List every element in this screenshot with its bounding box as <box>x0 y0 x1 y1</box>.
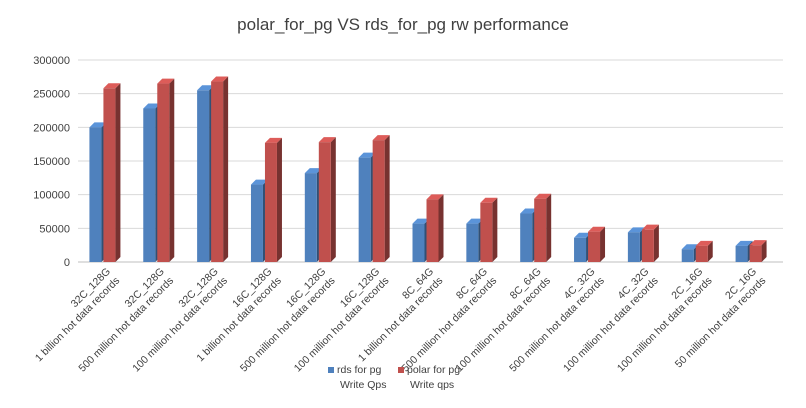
bar-front <box>426 199 439 262</box>
bar-front <box>627 232 640 262</box>
bar-top <box>197 85 215 91</box>
bar <box>372 135 390 262</box>
bar-side <box>223 76 229 263</box>
bar-front <box>250 184 263 262</box>
bar-top <box>641 224 659 230</box>
bar-side <box>276 137 282 262</box>
legend-swatch <box>398 367 404 373</box>
legend-label: Write qps <box>410 379 454 391</box>
legend-label: rds for pg <box>337 364 382 376</box>
bar <box>157 78 175 262</box>
bar <box>641 224 659 262</box>
bar-top <box>304 168 322 174</box>
legend-item: polar for pg Write qps <box>398 364 460 391</box>
legend-swatch <box>328 367 334 373</box>
bar-top <box>588 226 606 232</box>
y-tick-label: 0 <box>64 257 70 269</box>
bar-front <box>318 142 331 262</box>
legend-label: Write Qps <box>340 379 386 391</box>
y-tick-label: 250000 <box>33 89 70 101</box>
bar-top <box>412 218 430 224</box>
bar-front <box>143 108 156 262</box>
bar <box>211 76 229 263</box>
legend-label: polar for pg <box>407 364 460 376</box>
bar-front <box>534 198 547 262</box>
bar <box>103 83 121 262</box>
bar-side <box>169 78 175 262</box>
bar-top <box>250 179 268 185</box>
y-tick-label: 100000 <box>33 190 70 202</box>
bar-top <box>681 244 699 250</box>
bar <box>534 193 552 262</box>
bar-side <box>600 226 606 262</box>
bar-side <box>330 137 336 262</box>
bar-front <box>695 245 708 262</box>
bar-front <box>372 140 385 262</box>
bar-front <box>466 223 479 262</box>
bar-top <box>103 83 121 89</box>
bar-front <box>749 245 762 262</box>
bar-side <box>384 135 390 262</box>
bar-side <box>761 240 767 262</box>
bar <box>749 240 767 262</box>
y-tick-label: 300000 <box>33 55 70 67</box>
bar <box>426 194 444 262</box>
bar-top <box>318 137 336 143</box>
bar-front <box>103 88 116 262</box>
bar-top <box>264 137 282 143</box>
bar-top <box>749 240 767 246</box>
x-tick-label-line: 1 billion hot data records <box>33 275 122 364</box>
bar-front <box>412 223 425 262</box>
bar <box>264 137 282 262</box>
bar-side <box>115 83 121 262</box>
bar-top <box>358 152 376 158</box>
y-tick-label: 150000 <box>33 156 70 168</box>
bar-front <box>480 202 493 262</box>
bar-top <box>466 218 484 224</box>
bar-front <box>211 81 224 263</box>
bar-front <box>520 213 533 262</box>
bar-side <box>438 194 444 262</box>
bar-side <box>707 240 713 262</box>
bar-side <box>653 224 659 262</box>
bar-front <box>89 127 102 262</box>
bar-top <box>627 227 645 233</box>
bar-front <box>681 249 694 262</box>
bar-top <box>534 193 552 199</box>
y-tick-label: 50000 <box>39 223 70 235</box>
bar <box>318 137 336 262</box>
bar-front <box>588 231 601 262</box>
bar <box>588 226 606 262</box>
bar-top <box>574 232 592 238</box>
bar-top <box>157 78 175 84</box>
chart-title: polar_for_pg VS rds_for_pg rw performanc… <box>237 15 569 34</box>
bar-side <box>546 193 552 262</box>
bar-front <box>574 237 587 262</box>
bar-front <box>264 142 277 262</box>
y-tick-label: 200000 <box>33 122 70 134</box>
bar-front <box>358 157 371 262</box>
bar <box>695 240 713 262</box>
bar-top <box>426 194 444 200</box>
bar-front <box>641 229 654 262</box>
legend-item: rds for pg Write Qps <box>328 364 386 391</box>
bar-front <box>197 90 210 262</box>
bar-front <box>735 245 748 262</box>
bar-front <box>304 173 317 262</box>
bar-top <box>143 103 161 109</box>
bar-top <box>520 208 538 214</box>
bar-side <box>492 197 498 262</box>
bar-top <box>89 122 107 128</box>
bar-top <box>695 240 713 246</box>
bar-top <box>372 135 390 141</box>
bar-top <box>211 76 229 82</box>
bar-front <box>157 83 170 262</box>
bar <box>480 197 498 262</box>
bar-top <box>735 240 753 246</box>
bar-top <box>480 197 498 203</box>
